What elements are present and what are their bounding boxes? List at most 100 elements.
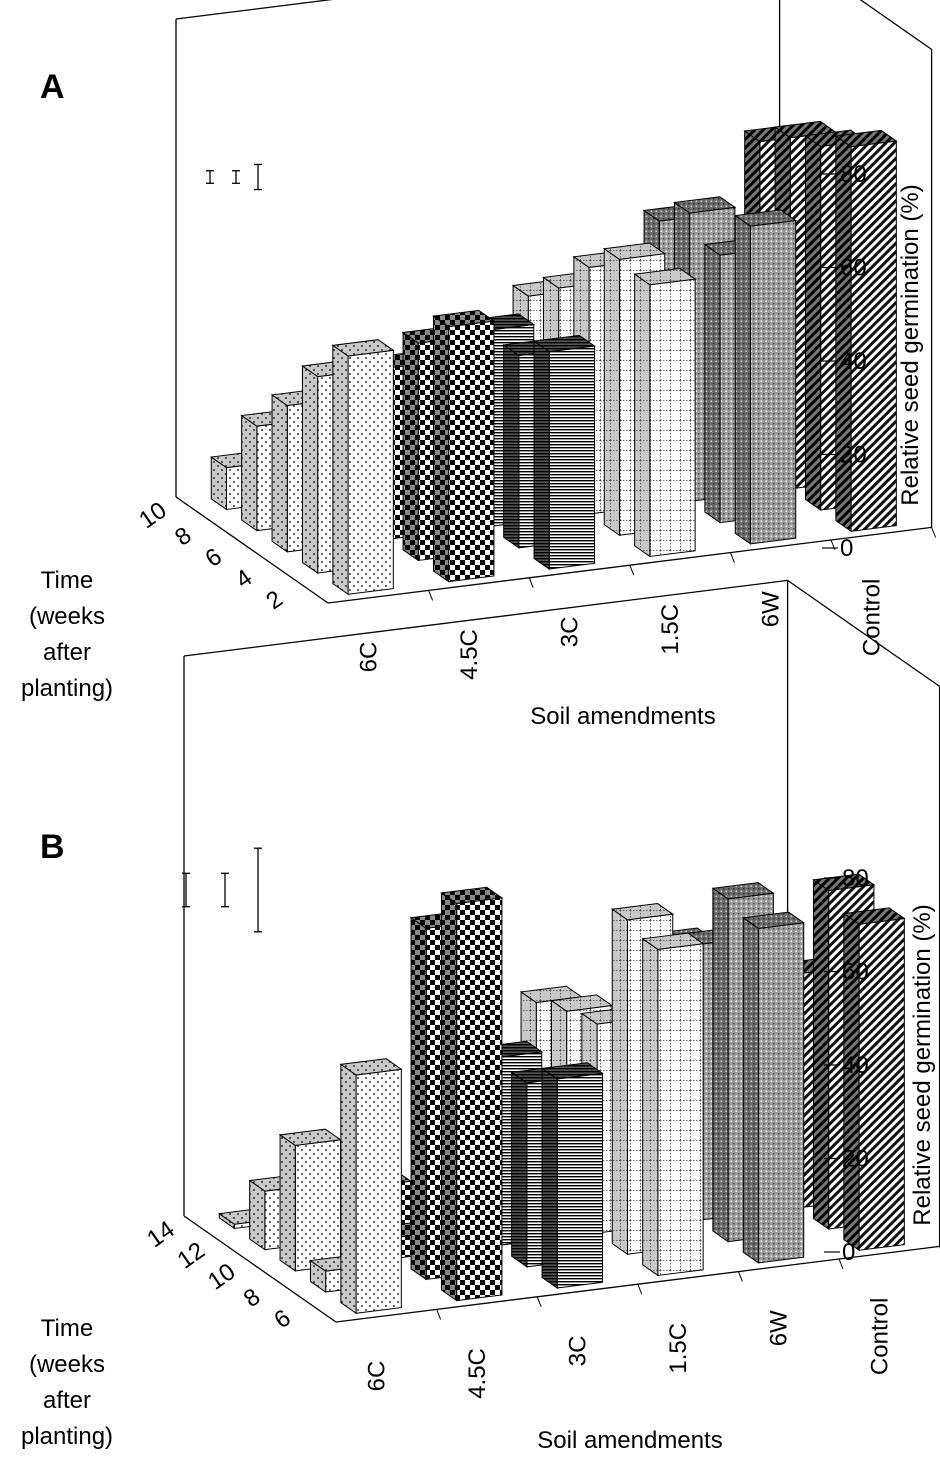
bar-3C-t2	[532, 334, 596, 570]
time-label: 6	[269, 1304, 295, 1334]
bar-top	[602, 242, 667, 260]
bar-6C-t10	[278, 1128, 342, 1272]
bar-6C-t6	[339, 1058, 403, 1315]
bar-top	[550, 994, 614, 1012]
bar-top	[339, 1058, 403, 1076]
bar-side	[279, 1133, 296, 1272]
category-label: Control	[858, 579, 885, 656]
bar-top	[610, 903, 675, 921]
bar-top	[532, 334, 596, 353]
bar-side	[503, 343, 520, 549]
bar-3C-t6	[540, 1062, 604, 1289]
category-label: 3C	[565, 1336, 592, 1367]
error-bars	[206, 163, 262, 191]
bar-top	[733, 209, 798, 227]
x-tick	[729, 552, 735, 563]
bar-side	[642, 937, 659, 1277]
x-tick	[536, 1296, 542, 1307]
bar-Control-t2	[834, 129, 898, 533]
x-tick	[830, 539, 836, 551]
z-axis-title: Relative seed germination (%)	[897, 184, 924, 505]
bar-side	[249, 1179, 266, 1251]
category-label: Control	[866, 1298, 893, 1375]
bar-top	[278, 1128, 342, 1146]
z-tick-label: 40	[842, 1052, 869, 1079]
category-label: 6W	[758, 591, 785, 627]
bar-front	[294, 1139, 342, 1272]
box-edge	[175, 496, 329, 604]
x-axis: 6C 4.5C 3C 1.5C 6W Control	[363, 1246, 940, 1399]
z-tick-label: 80	[842, 865, 869, 892]
x-tick	[931, 527, 937, 538]
bar-front	[448, 320, 495, 583]
bar-top	[432, 309, 496, 328]
time-label: 8	[239, 1283, 265, 1313]
bar-4.5C-t2	[432, 309, 496, 583]
x-tick	[528, 577, 534, 588]
bar-front	[757, 922, 805, 1264]
bar-side	[603, 247, 620, 537]
bar-front	[347, 349, 394, 595]
category-label: 1.5C	[665, 1323, 692, 1374]
bars	[209, 120, 898, 596]
bar-front	[850, 140, 897, 532]
bar-6C-t2	[331, 339, 395, 596]
z-tick-label: 40	[840, 348, 867, 375]
time-axis-title: planting)	[21, 1423, 113, 1450]
bar-top	[673, 196, 737, 214]
z-tick-label: 20	[842, 1146, 869, 1173]
box-edge	[183, 579, 788, 657]
box-edge	[183, 1215, 337, 1323]
bar-side	[241, 414, 258, 532]
bar-side	[734, 214, 751, 545]
time-label: 8	[170, 522, 196, 552]
time-label: 6	[200, 543, 226, 573]
bar-top	[834, 129, 898, 148]
bar-side	[301, 365, 319, 574]
z-tick-label: 60	[842, 959, 869, 986]
x-axis: 6C 4.5C 3C 1.5C 6W Control	[355, 527, 937, 680]
time-axis-title: Time	[41, 567, 93, 594]
time-axis-title: planting)	[21, 675, 113, 702]
bar-side	[511, 1071, 528, 1268]
box-edge	[175, 0, 333, 20]
bar-top	[540, 1062, 604, 1080]
z-axis-title: Relative seed germination (%)	[909, 904, 936, 1225]
bar-Control-t6	[842, 907, 906, 1252]
bar-6W-t2	[733, 209, 798, 545]
bar-top	[711, 882, 775, 900]
category-label: 3C	[557, 617, 584, 648]
category-label: 6C	[363, 1361, 390, 1392]
bar-side	[804, 134, 822, 511]
bar-side	[611, 908, 628, 1256]
time-label: 2	[261, 585, 287, 615]
x-axis-title: Soil amendments	[537, 1427, 722, 1454]
time-label: 10	[134, 497, 171, 534]
time-axis-title: Time	[41, 1315, 93, 1342]
bar-side	[634, 273, 651, 558]
time-axis-title: after	[43, 639, 91, 666]
time-label: 14	[142, 1216, 179, 1253]
z-tick-label: 0	[840, 535, 853, 562]
bar-front	[456, 897, 503, 1302]
category-label: 4.5C	[464, 1348, 491, 1399]
x-axis-title: Soil amendments	[530, 703, 715, 730]
bar-top	[741, 911, 806, 929]
bar-front	[355, 1068, 402, 1314]
bar-front	[649, 278, 696, 558]
bar-side	[271, 393, 288, 553]
bar-side	[812, 878, 830, 1230]
bar-side	[541, 1067, 558, 1289]
bar-top	[331, 339, 395, 357]
bar-top	[440, 886, 504, 905]
x-tick	[436, 1309, 442, 1320]
panel-letter: A	[40, 68, 65, 106]
category-label: 1.5C	[657, 604, 684, 655]
x-tick	[838, 1258, 844, 1270]
bar-side	[704, 243, 721, 524]
bar-top	[633, 267, 697, 286]
x-tick	[629, 565, 635, 576]
time-axis-title: after	[43, 1387, 91, 1414]
